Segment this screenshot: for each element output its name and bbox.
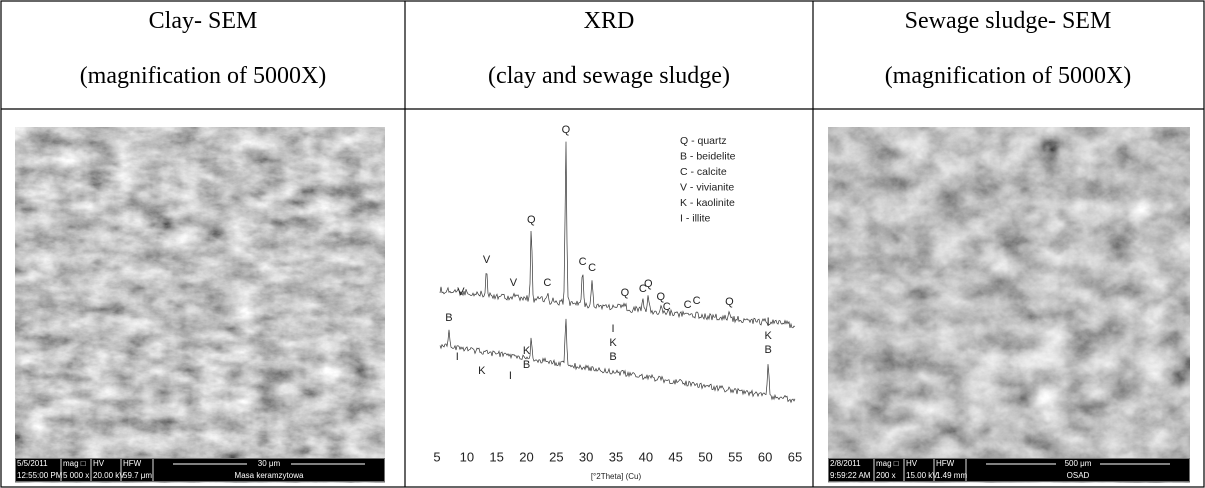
peak-label: B bbox=[445, 312, 452, 324]
info-cell bbox=[61, 458, 91, 482]
x-tick-label: 30 bbox=[579, 449, 593, 464]
peak-label: B bbox=[764, 344, 771, 356]
info-text: HFW bbox=[936, 459, 955, 468]
info-text: HV bbox=[93, 459, 105, 468]
peak-label: I bbox=[611, 323, 614, 335]
peak-label: B bbox=[523, 359, 530, 371]
peak-label: K bbox=[609, 337, 617, 349]
info-text: 9:59:22 AM bbox=[830, 471, 871, 480]
info-cell bbox=[934, 458, 966, 482]
info-cell bbox=[153, 458, 385, 482]
info-text: 5/5/2011 bbox=[17, 459, 48, 468]
header-title: XRD bbox=[584, 8, 635, 34]
info-cell bbox=[874, 458, 904, 482]
info-bar bbox=[15, 458, 385, 482]
x-tick-label: 60 bbox=[758, 449, 772, 464]
info-text: 59.7 μm bbox=[123, 471, 152, 480]
legend-entry: B - beidelite bbox=[680, 150, 736, 162]
info-text: HFW bbox=[123, 459, 142, 468]
peak-label: I bbox=[509, 370, 512, 382]
legend-entry: V - vivianite bbox=[680, 181, 734, 193]
info-text: 1.49 mm bbox=[936, 471, 967, 480]
legend-entry: K - kaolinite bbox=[680, 197, 735, 209]
header-subtitle: (magnification of 5000X) bbox=[885, 63, 1132, 89]
peak-label: V bbox=[510, 277, 518, 289]
info-text: 15.00 kV bbox=[906, 471, 938, 480]
info-text: 200 x bbox=[876, 471, 896, 480]
peak-label: C bbox=[579, 256, 587, 268]
peak-label: C bbox=[639, 283, 647, 295]
legend-entry: C - calcite bbox=[680, 166, 727, 178]
sludge-sem-image bbox=[828, 127, 1190, 483]
x-tick-label: 65 bbox=[788, 449, 802, 464]
x-tick-label: 40 bbox=[639, 449, 653, 464]
x-tick-label: 15 bbox=[489, 449, 503, 464]
peak-label: K bbox=[478, 365, 486, 377]
peak-label: I bbox=[456, 351, 459, 363]
info-bar bbox=[828, 458, 1190, 482]
clay-sem-image bbox=[15, 127, 385, 483]
peak-label: I bbox=[767, 316, 770, 328]
x-axis-label: [°2Theta] (Cu) bbox=[591, 472, 642, 481]
info-cell bbox=[15, 458, 61, 482]
info-text: 500 μm bbox=[1065, 459, 1092, 468]
peak-label: Q bbox=[562, 124, 571, 136]
peak-label: C bbox=[693, 295, 701, 307]
info-text: 2/8/2011 bbox=[830, 459, 861, 468]
info-cell bbox=[121, 458, 153, 482]
info-cell bbox=[828, 458, 874, 482]
peak-label: Q bbox=[644, 278, 653, 290]
x-tick-label: 35 bbox=[609, 449, 623, 464]
legend-entry: Q - quartz bbox=[680, 135, 727, 147]
info-text: Masa keramzytowa bbox=[235, 471, 304, 480]
peak-label: K bbox=[764, 330, 772, 342]
peak-label: C bbox=[588, 262, 596, 274]
x-tick-label: 55 bbox=[728, 449, 742, 464]
header-subtitle: (magnification of 5000X) bbox=[80, 63, 327, 89]
info-text: 5 000 x bbox=[63, 471, 89, 480]
x-tick-label: 5 bbox=[433, 449, 440, 464]
info-text: OSAD bbox=[1067, 471, 1090, 480]
peak-label: Q bbox=[527, 214, 536, 226]
x-tick-label: 25 bbox=[549, 449, 563, 464]
peak-label: V bbox=[483, 254, 491, 266]
peak-label: Q bbox=[656, 291, 665, 303]
x-tick-label: 20 bbox=[519, 449, 533, 464]
peak-label: Q bbox=[725, 296, 734, 308]
peak-label: C bbox=[684, 299, 692, 311]
peak-label: B bbox=[609, 351, 616, 363]
info-text: 30 μm bbox=[258, 459, 281, 468]
peak-label: V bbox=[457, 286, 465, 298]
header-subtitle: (clay and sewage sludge) bbox=[488, 63, 730, 89]
peak-label: C bbox=[543, 277, 551, 289]
x-tick-label: 10 bbox=[460, 449, 474, 464]
peak-label: Q bbox=[621, 287, 630, 299]
peak-label: C bbox=[663, 301, 671, 313]
info-cell bbox=[91, 458, 121, 482]
info-text: 20.00 kV bbox=[93, 471, 125, 480]
xrd-trace-lower bbox=[439, 318, 796, 404]
legend-entry: I - illite bbox=[680, 212, 710, 224]
header-title: Clay- SEM bbox=[149, 8, 258, 34]
info-cell bbox=[904, 458, 934, 482]
info-text: 12:55:00 PM bbox=[17, 471, 63, 480]
info-cell bbox=[966, 458, 1190, 482]
peak-label: K bbox=[523, 345, 531, 357]
info-text: HV bbox=[906, 459, 918, 468]
header-title: Sewage sludge- SEM bbox=[905, 8, 1112, 34]
x-tick-label: 50 bbox=[698, 449, 712, 464]
info-text: mag □ bbox=[63, 459, 86, 468]
info-text: mag □ bbox=[876, 459, 899, 468]
x-tick-label: 45 bbox=[668, 449, 682, 464]
xrd-trace-upper bbox=[439, 141, 796, 329]
